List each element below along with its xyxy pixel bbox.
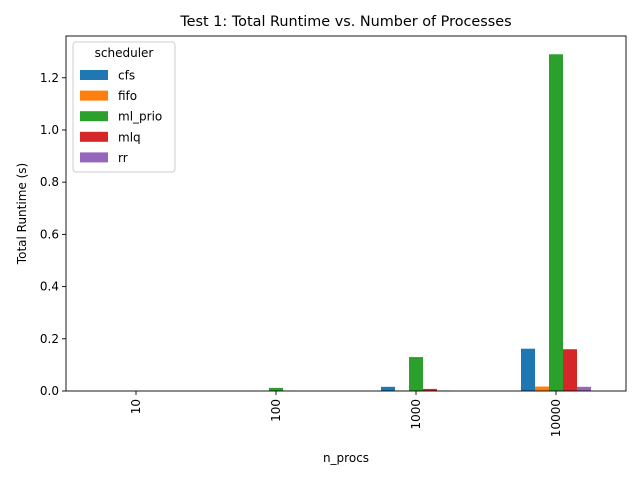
bar-ml_prio-10000 [549,54,563,391]
bar-fifo-10000 [535,386,549,391]
bar-ml_prio-100 [269,387,283,391]
legend-swatch-mlq [80,131,108,142]
bar-mlq-1000 [423,388,437,391]
plot-frame [65,35,627,392]
x-axis: 10 100 1000 10000 [129,391,563,437]
x-tick-label: 10 [129,399,143,414]
legend-swatch-ml_prio [80,111,108,122]
y-tick-label: 0.2 [40,332,59,346]
y-tick-label: 0.6 [40,227,59,241]
bar-rr-10000 [577,386,591,391]
legend-swatch-fifo [80,90,108,101]
y-tick-label: 1.2 [40,71,59,85]
bar-mlq-10000 [563,349,577,391]
legend-label-ml_prio: ml_prio [118,110,162,124]
y-axis-label: Total Runtime (s) [15,163,29,265]
bar-ml_prio-1000 [409,357,423,391]
x-tick-label: 100 [269,399,283,422]
bar-cfs-10000 [521,348,535,391]
x-axis-label: n_procs [323,451,369,465]
chart-title: Test 1: Total Runtime vs. Number of Proc… [179,14,511,30]
legend-label-rr: rr [118,151,128,165]
y-tick-label: 0.8 [40,175,59,189]
legend-swatch-rr [80,152,108,163]
x-tick-label: 1000 [409,399,423,430]
y-tick-label: 1.0 [40,123,59,137]
x-tick-label: 10000 [549,399,563,437]
y-tick-label: 0.4 [40,280,59,294]
y-tick-label: 0.0 [40,384,59,398]
legend-label-mlq: mlq [118,130,141,144]
legend-label-fifo: fifo [118,89,137,103]
bar-cfs-1000 [381,386,395,391]
bars-group [101,54,591,391]
y-axis: 0.0 0.2 0.4 0.6 0.8 1.0 1.2 [40,71,66,398]
legend-title: scheduler [95,46,154,60]
legend-label-cfs: cfs [118,69,135,83]
legend-swatch-cfs [80,70,108,80]
